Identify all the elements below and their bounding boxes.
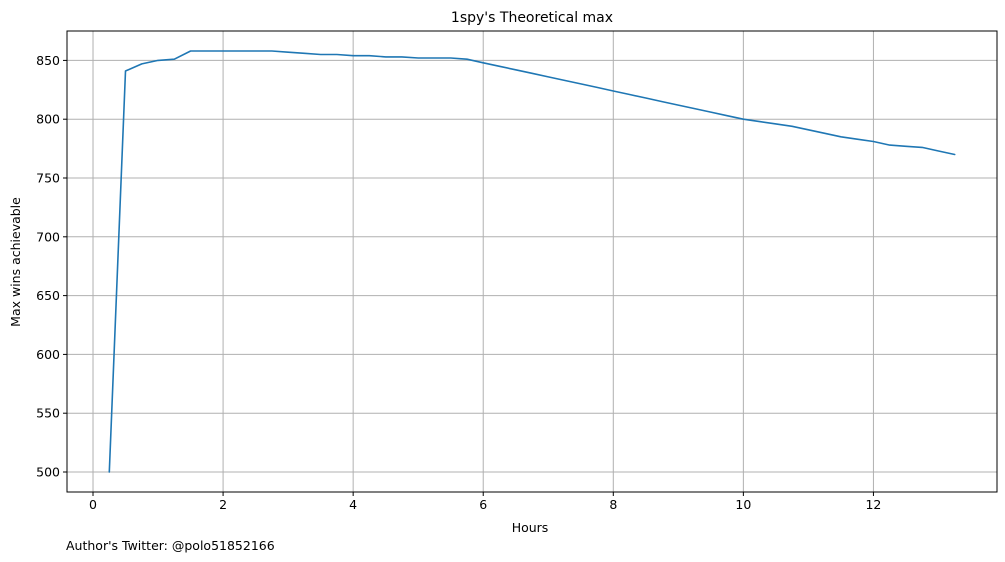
x-tick-label: 12 (865, 497, 881, 512)
y-tick-label: 600 (36, 347, 60, 362)
x-tick-label: 8 (609, 497, 617, 512)
series-layer (108, 50, 956, 473)
y-tick-label: 800 (36, 112, 60, 127)
x-tick-label: 10 (735, 497, 751, 512)
x-tick-label: 6 (479, 497, 487, 512)
x-ticks: 0 2 4 6 8 10 12 (89, 492, 881, 512)
chart-title: 1spy's Theoretical max (451, 10, 613, 26)
y-ticks: 500 550 600 650 700 750 800 850 (36, 53, 67, 480)
author-twitter-note: Author's Twitter: @polo51852166 (66, 538, 275, 553)
y-tick-label: 750 (36, 171, 60, 186)
x-tick-label: 4 (349, 497, 357, 512)
y-axis-label: Max wins achievable (8, 197, 23, 327)
y-tick-label: 700 (36, 229, 60, 244)
grid (67, 31, 997, 492)
x-tick-label: 2 (219, 497, 227, 512)
y-tick-label: 550 (36, 406, 60, 421)
y-tick-label: 650 (36, 288, 60, 303)
y-tick-label: 500 (36, 465, 60, 480)
x-tick-label: 0 (89, 497, 97, 512)
y-tick-label: 850 (36, 53, 60, 68)
x-axis-label: Hours (512, 520, 549, 535)
plot-frame (66, 30, 998, 493)
series-line (108, 50, 956, 473)
